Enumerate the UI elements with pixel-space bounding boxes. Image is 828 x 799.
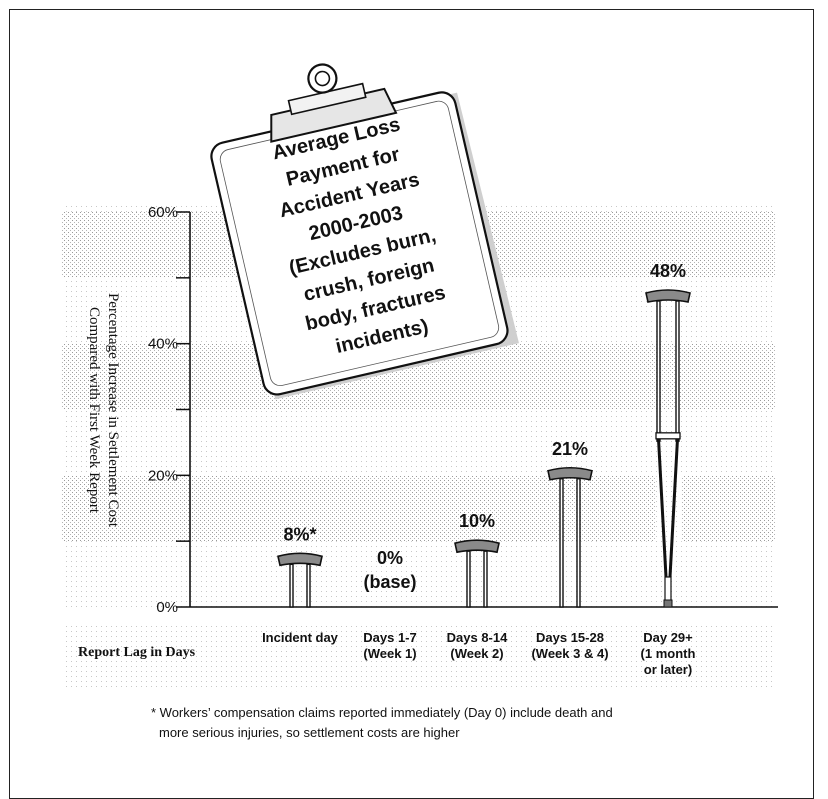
value-label: 48% <box>650 261 686 281</box>
category-label: Days 1-7 (Week 1) <box>363 630 416 661</box>
value-label: 0% (base) <box>363 548 416 592</box>
y-axis-label: Percentage Increase in Settlement CostCo… <box>86 293 121 528</box>
value-label: 8%* <box>283 524 316 544</box>
y-axis-title: Percentage Increase in Settlement CostCo… <box>86 293 121 528</box>
footnote: * Workers’ compensation claims reported … <box>151 705 613 740</box>
y-tick-label: 20% <box>148 467 178 484</box>
category-label: Incident day <box>262 630 339 645</box>
bar <box>547 466 593 608</box>
y-tick-label: 0% <box>156 599 178 616</box>
crutch-pad <box>645 289 691 303</box>
clipboard-title-card: Average LossPayment forAccident Years200… <box>210 63 519 400</box>
category-band <box>62 625 776 687</box>
crutch-pad <box>454 539 500 554</box>
x-axis-label: Report Lag in Days <box>78 645 196 660</box>
y-axis-ticks: 0% 20% 40% 60% <box>148 204 190 616</box>
crutch-pad <box>277 552 323 567</box>
category-label: Days 8-14 (Week 2) <box>447 630 508 661</box>
value-label: 21% <box>552 439 588 459</box>
y-tick-label: 60% <box>148 204 178 221</box>
crutch-pad <box>547 466 593 481</box>
crutch-bars <box>277 289 691 608</box>
footnote-text: * Workers’ compensation claims reported … <box>151 705 613 740</box>
y-tick-label: 40% <box>148 336 178 353</box>
bar <box>277 552 323 608</box>
value-label: 10% <box>459 511 495 531</box>
category-label: Day 29+ (1 month or later) <box>641 630 696 677</box>
category-label: Days 15-28 (Week 3 & 4) <box>531 630 608 661</box>
category-labels: Incident day Days 1-7 (Week 1) Days 8-14 (We… <box>262 630 695 677</box>
bar <box>645 289 691 608</box>
value-labels: 8%* 0% (base) 10% 21% 48% <box>283 261 686 592</box>
bar <box>454 539 500 608</box>
